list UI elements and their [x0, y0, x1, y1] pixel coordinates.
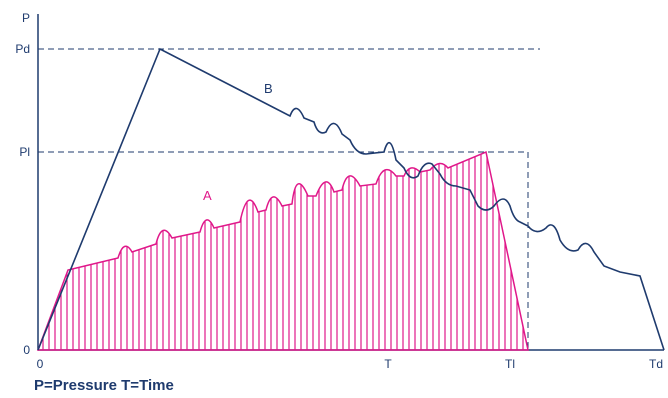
- caption: P=Pressure T=Time: [34, 377, 174, 394]
- curve-a-area: [36, 150, 529, 351]
- curve-b-line: [37, 47, 665, 351]
- origin-label: 0: [23, 343, 30, 357]
- y-tick-pl: Pl: [19, 145, 30, 159]
- y-tick-pd: Pd: [15, 42, 30, 56]
- x-tick-tl: Tl: [505, 357, 515, 371]
- y-axis-label: P: [22, 11, 30, 25]
- curve-a-label: A: [203, 188, 212, 203]
- curve-b-label: B: [264, 81, 273, 96]
- x-tick-t: T: [384, 357, 392, 371]
- x-origin-label: 0: [37, 357, 44, 371]
- x-tick-td: Td: [649, 357, 663, 371]
